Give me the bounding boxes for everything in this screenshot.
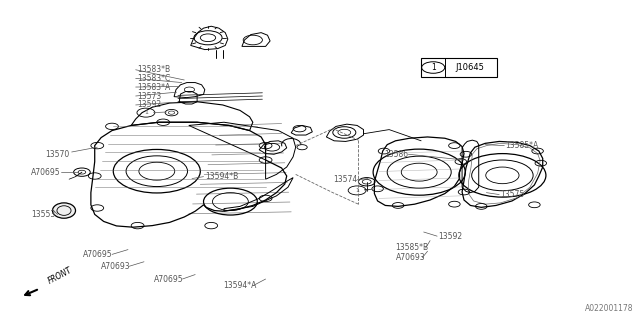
Bar (421, 58, 497, 77)
Text: 13573: 13573 (138, 92, 162, 100)
Text: 13585*A: 13585*A (506, 141, 539, 150)
Text: 13594*B: 13594*B (205, 172, 238, 181)
Text: 1: 1 (355, 188, 359, 193)
Text: 13553: 13553 (31, 210, 55, 219)
Text: 13570: 13570 (45, 150, 69, 159)
Text: A022001178: A022001178 (585, 304, 634, 313)
Text: 13586: 13586 (384, 150, 408, 159)
Text: A70693: A70693 (101, 262, 131, 271)
Text: 13594*A: 13594*A (223, 281, 256, 290)
Text: 13583*C: 13583*C (138, 74, 171, 83)
Text: A70693: A70693 (396, 253, 425, 262)
Text: A70695: A70695 (154, 275, 183, 284)
Text: 1: 1 (144, 110, 148, 115)
Text: 13583*A: 13583*A (138, 83, 171, 92)
Text: FRONT: FRONT (46, 265, 73, 285)
Text: 13575: 13575 (500, 190, 525, 199)
Text: 13592: 13592 (138, 100, 162, 109)
Text: 13585*B: 13585*B (396, 244, 429, 252)
Text: A70695: A70695 (83, 250, 113, 259)
Text: 13592: 13592 (438, 232, 463, 241)
Text: 13574: 13574 (333, 175, 357, 184)
Text: 1: 1 (431, 63, 436, 72)
Text: A70695: A70695 (31, 168, 60, 177)
Text: 13583*B: 13583*B (138, 65, 171, 74)
Text: J10645: J10645 (456, 63, 484, 72)
Ellipse shape (52, 203, 76, 218)
